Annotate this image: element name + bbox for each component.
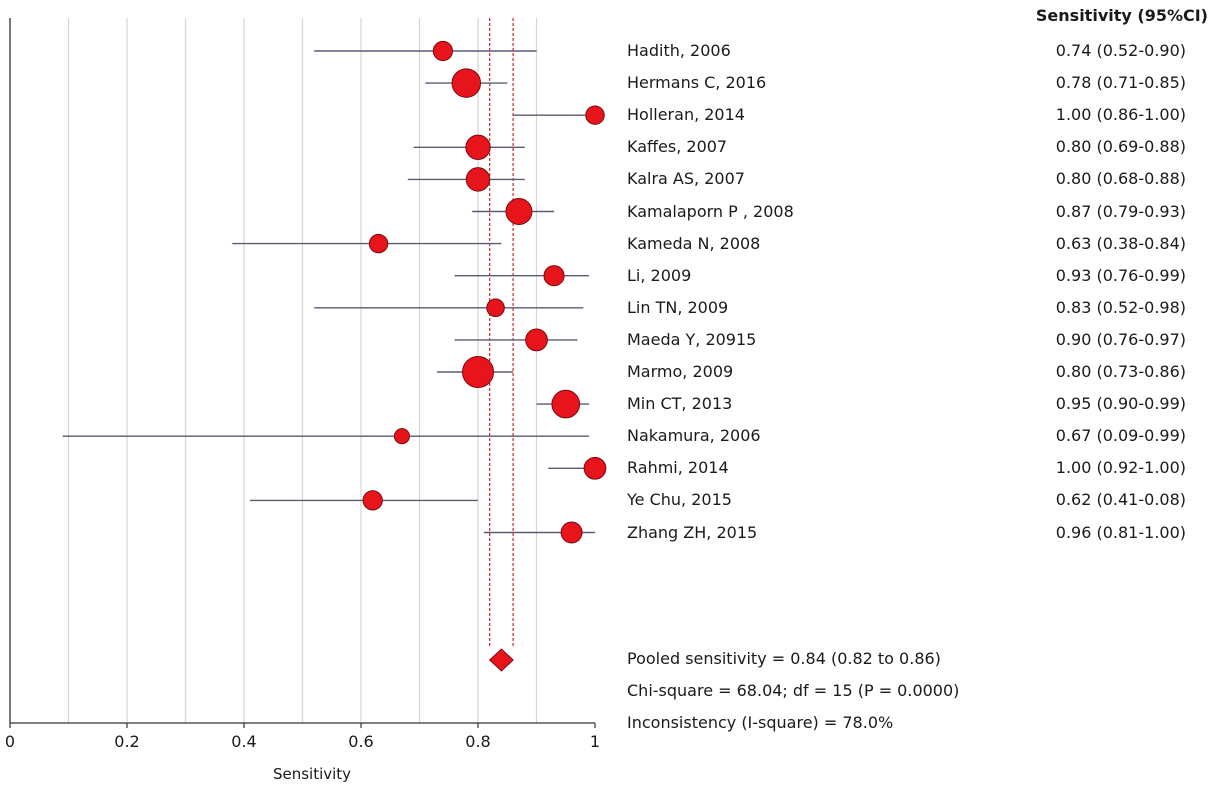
study-label: Min CT, 2013 (627, 394, 733, 414)
study-ci-value: 0.80 (0.69-0.88) (1055, 137, 1186, 157)
study-point (583, 456, 607, 480)
study-label: Kamalaporn P , 2008 (627, 201, 794, 221)
x-tick-label: 0.2 (114, 732, 140, 751)
study-point (465, 167, 491, 192)
study-ci-value: 0.67 (0.09-0.99) (1055, 426, 1186, 446)
x-tick-label: 0.8 (465, 732, 491, 751)
study-point (560, 521, 583, 544)
study-ci-value: 0.95 (0.90-0.99) (1055, 394, 1186, 414)
x-axis (9, 18, 596, 728)
study-ci-value: 0.90 (0.76-0.97) (1055, 329, 1186, 349)
study-label: Rahmi, 2014 (627, 458, 729, 478)
study-ci-value: 0.80 (0.68-0.88) (1055, 169, 1186, 189)
study-label: Ye Chu, 2015 (627, 490, 732, 510)
pooled-diamond (488, 648, 514, 672)
x-tick-label: 0 (4, 732, 16, 751)
study-label: Kalra AS, 2007 (627, 169, 745, 189)
study-label: Hermans C, 2016 (627, 73, 767, 93)
study-point (432, 40, 454, 62)
study-label: Li, 2009 (627, 265, 692, 285)
study-point (486, 298, 505, 318)
summary-line: Pooled sensitivity = 0.84 (0.82 to 0.86) (627, 649, 941, 668)
study-label: Marmo, 2009 (627, 362, 734, 381)
column-header: Sensitivity (95%CI) (1035, 6, 1208, 25)
study-label: Maeda Y, 20915 (627, 329, 757, 349)
study-point (462, 356, 494, 388)
grid-lines (67, 18, 538, 723)
study-label: Lin TN, 2009 (627, 297, 729, 317)
study-ci-value: 0.74 (0.52-0.90) (1055, 41, 1186, 60)
study-ci-value: 1.00 (0.92-1.00) (1055, 458, 1186, 478)
pooled-reference-lines (488, 18, 514, 672)
study-label: Kameda N, 2008 (627, 233, 761, 253)
study-ci-value: 0.62 (0.41-0.08) (1055, 490, 1186, 510)
study-point (551, 389, 581, 419)
study-ci-value: 0.80 (0.73-0.86) (1055, 362, 1186, 381)
study-ci-value: 0.78 (0.71-0.85) (1055, 73, 1186, 93)
study-point (543, 265, 565, 287)
study-label: Hadith, 2006 (627, 41, 731, 60)
study-label: Zhang ZH, 2015 (627, 522, 758, 542)
study-label: Nakamura, 2006 (627, 426, 761, 446)
study-point (525, 328, 548, 352)
study-point (465, 134, 491, 160)
study-point (368, 233, 389, 254)
study-ci-value: 1.00 (0.86-1.00) (1055, 105, 1186, 125)
study-label: Holleran, 2014 (627, 105, 745, 125)
x-axis-label: Sensitivity (272, 765, 352, 783)
study-label: Kaffes, 2007 (627, 137, 728, 157)
study-ci-value: 0.83 (0.52-0.98) (1055, 297, 1186, 317)
x-tick-label: 0.6 (348, 732, 374, 751)
summary-line: Inconsistency (I-square) = 78.0% (627, 713, 894, 732)
study-ci-value: 0.93 (0.76-0.99) (1055, 265, 1186, 285)
study-ci-value: 0.63 (0.38-0.84) (1055, 233, 1186, 253)
study-ci-value: 0.87 (0.79-0.93) (1055, 201, 1186, 221)
study-point (505, 198, 533, 225)
x-tick-label: 0.4 (231, 732, 257, 751)
study-markers (62, 40, 607, 544)
x-tick-label: 1 (589, 732, 601, 751)
study-point (451, 68, 482, 98)
study-point (585, 105, 605, 125)
study-ci-value: 0.96 (0.81-1.00) (1055, 522, 1186, 542)
study-point (362, 490, 383, 511)
summary-line: Chi-square = 68.04; df = 15 (P = 0.0000) (627, 681, 960, 700)
study-point (393, 428, 410, 445)
